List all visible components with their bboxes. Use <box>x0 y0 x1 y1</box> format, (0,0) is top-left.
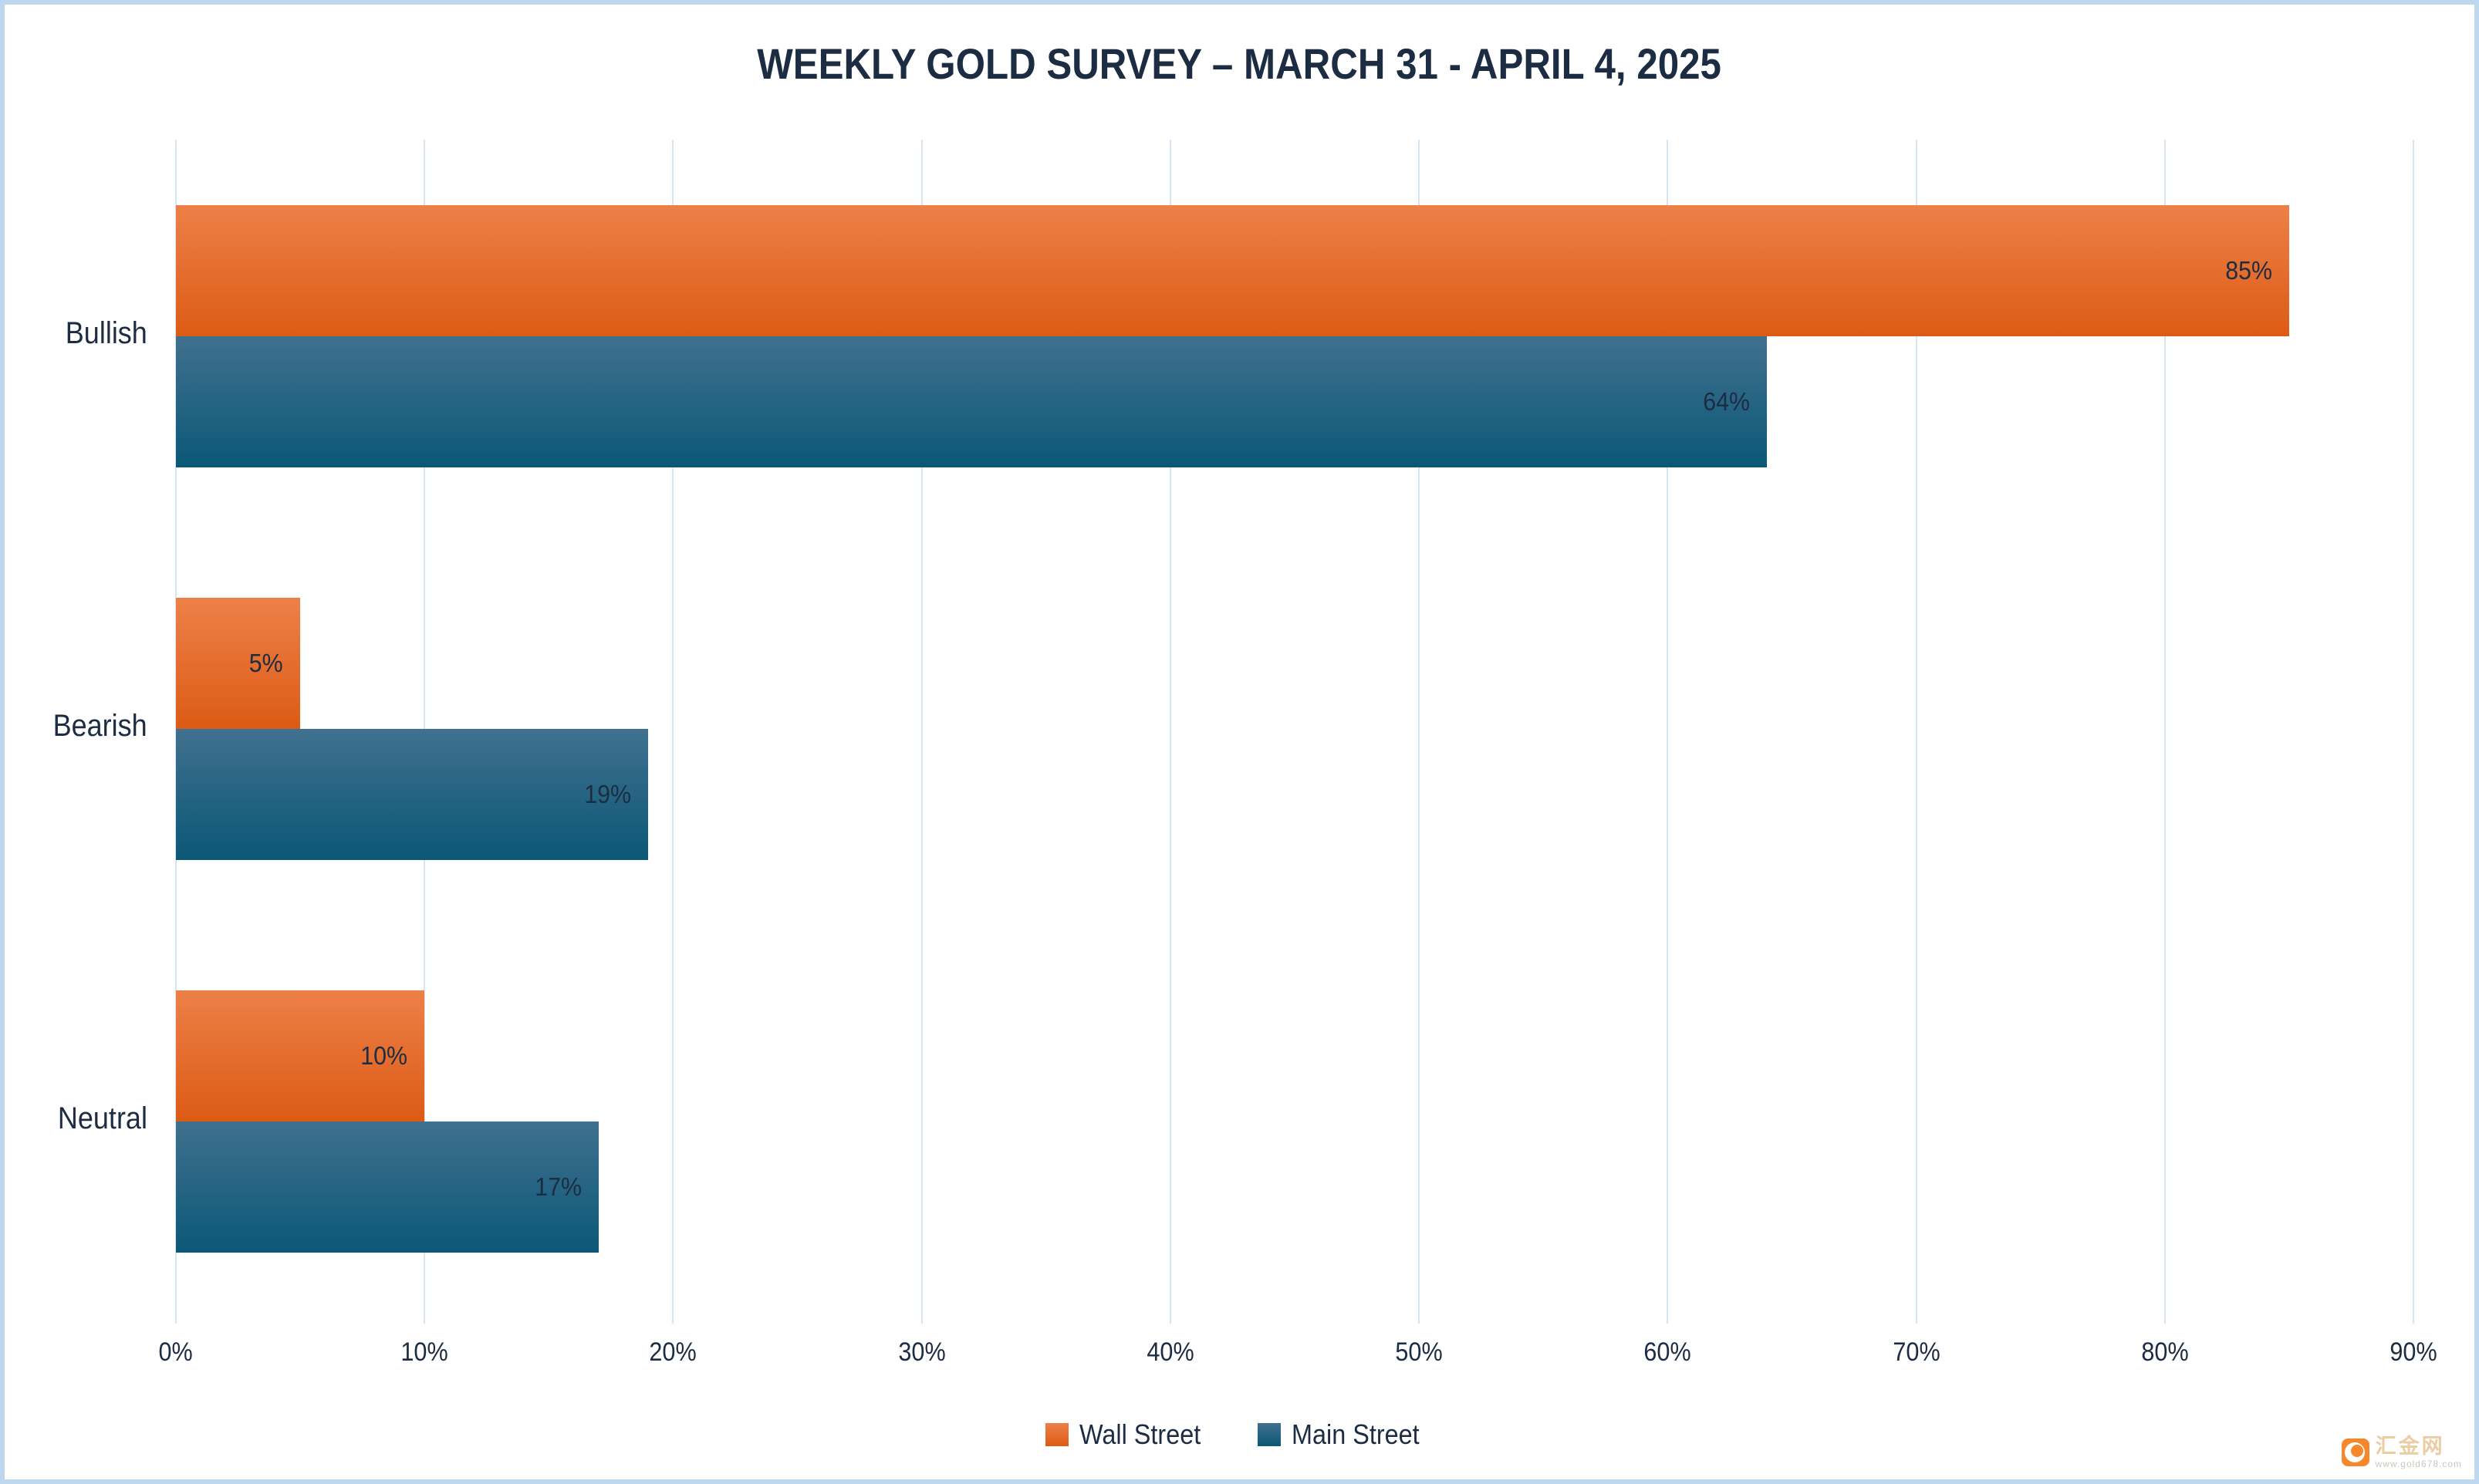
legend: Wall Street Main Street <box>5 1418 2474 1451</box>
gridline-20% <box>672 140 674 1324</box>
bar-wall-street-neutral: 10% <box>176 990 425 1121</box>
tick-label-0%: 0% <box>130 1337 222 1368</box>
watermark-logo-crescent <box>2350 1445 2363 1457</box>
legend-label: Main Street <box>1291 1418 1420 1450</box>
bar-value-label: 19% <box>584 779 632 808</box>
category-label-text: Bullish <box>65 315 147 350</box>
tick-label-40%: 40% <box>1124 1337 1217 1368</box>
tick-label-50%: 50% <box>1373 1337 1465 1368</box>
category-label-bearish: Bearish <box>5 709 147 744</box>
gridline-70% <box>1915 140 1917 1324</box>
tick-label-text: 30% <box>898 1337 946 1367</box>
category-label-bullish: Bullish <box>5 316 147 351</box>
chart-title: WEEKLY GOLD SURVEY – MARCH 31 - APRIL 4,… <box>5 39 2474 89</box>
tick-label-70%: 70% <box>1870 1337 1963 1368</box>
tick-label-30%: 30% <box>876 1337 968 1368</box>
tick-label-90%: 90% <box>2367 1337 2460 1368</box>
gridline-40% <box>1169 140 1171 1324</box>
bar-wall-street-bullish: 85% <box>176 204 2289 336</box>
legend-swatch-icon <box>1045 1423 1069 1446</box>
bar-main-street-bullish: 64% <box>176 336 1768 467</box>
bar-main-street-bearish: 19% <box>176 728 649 860</box>
bar-value-label: 85% <box>2225 255 2272 285</box>
legend-swatch-icon <box>1257 1423 1281 1446</box>
tick-label-80%: 80% <box>2119 1337 2211 1368</box>
watermark: 汇金网 www.gold678.com <box>2341 1436 2462 1469</box>
legend-item-wall-street: Wall Street <box>1045 1418 1214 1451</box>
bar-wall-street-bearish: 5% <box>176 597 301 729</box>
category-label-neutral: Neutral <box>5 1101 147 1136</box>
bar-value-label: 64% <box>1703 386 1751 416</box>
tick-label-text: 50% <box>1395 1337 1443 1367</box>
legend-label: Wall Street <box>1079 1418 1201 1450</box>
watermark-text: 汇金网 www.gold678.com <box>2376 1436 2462 1469</box>
tick-label-10%: 10% <box>378 1337 471 1368</box>
gridline-90% <box>2413 140 2414 1324</box>
gridline-60% <box>1667 140 1669 1324</box>
bar-main-street-neutral: 17% <box>176 1121 599 1253</box>
tick-label-60%: 60% <box>1621 1337 1714 1368</box>
gridline-50% <box>1418 140 1420 1324</box>
plot-area: 85% 64% 5% 19% 10% 17% <box>175 140 2414 1324</box>
bar-value-label: 10% <box>360 1040 408 1070</box>
tick-label-text: 60% <box>1643 1337 1691 1367</box>
gridline-80% <box>2163 140 2166 1324</box>
chart-title-text: WEEKLY GOLD SURVEY – MARCH 31 - APRIL 4,… <box>757 39 1722 88</box>
bar-value-label: 5% <box>249 648 284 677</box>
legend-item-main-street: Main Street <box>1257 1418 1434 1451</box>
bar-value-label: 17% <box>534 1172 582 1201</box>
watermark-site-name: 汇金网 <box>2375 1435 2445 1458</box>
tick-label-text: 0% <box>158 1337 194 1367</box>
watermark-url: www.gold678.com <box>2375 1459 2462 1469</box>
tick-label-text: 90% <box>2389 1337 2437 1367</box>
gridline-30% <box>920 140 923 1324</box>
tick-label-text: 10% <box>400 1337 448 1367</box>
tick-label-text: 40% <box>1147 1337 1194 1367</box>
tick-label-text: 80% <box>2141 1337 2189 1367</box>
tick-label-20%: 20% <box>627 1337 719 1368</box>
category-label-text: Neutral <box>57 1101 147 1135</box>
watermark-logo-icon <box>2341 1438 2369 1466</box>
tick-label-text: 20% <box>649 1337 697 1367</box>
tick-label-text: 70% <box>1892 1337 1940 1367</box>
category-label-text: Bearish <box>52 708 147 743</box>
